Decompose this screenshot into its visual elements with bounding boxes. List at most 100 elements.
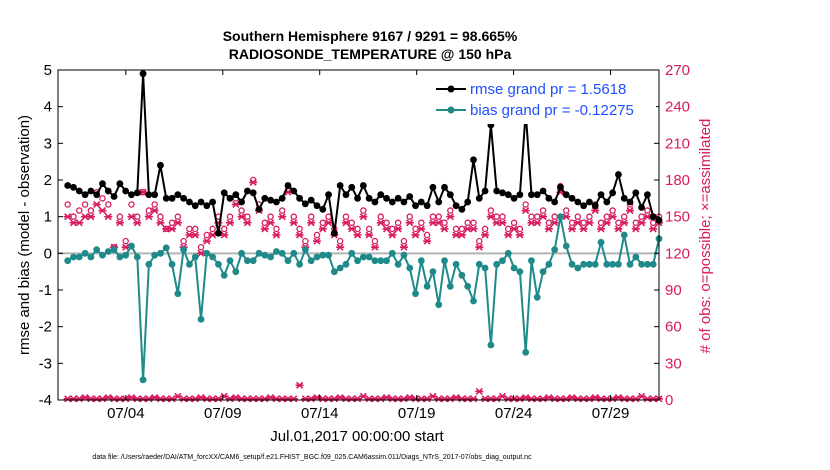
- bias-point: [249, 257, 257, 265]
- bias-point: [597, 238, 605, 246]
- obs-possible-point: [87, 207, 95, 214]
- y-right-tick-label: 210: [665, 135, 690, 152]
- obs-possible-point: [76, 207, 83, 214]
- obs-assimilated-point: [289, 219, 298, 227]
- obs-count-bottom-point: [475, 387, 484, 396]
- legend-bias-label: bias grand pr = -0.12275: [470, 102, 634, 119]
- obs-assimilated-point: [602, 219, 611, 227]
- bias-point: [296, 260, 303, 268]
- obs-possible-point: [406, 213, 413, 220]
- x-tick-label: 07/14: [301, 405, 339, 422]
- obs-assimilated-point: [446, 213, 455, 221]
- bias-point: [400, 251, 408, 259]
- obs-assimilated-point: [324, 219, 333, 227]
- bias-point: [522, 348, 530, 356]
- bias-point: [510, 264, 518, 272]
- rmse-point: [191, 202, 199, 210]
- bias-point: [609, 260, 617, 268]
- bias-point: [255, 249, 263, 257]
- bias-point: [157, 249, 164, 257]
- x-tick-label: 07/24: [495, 405, 533, 422]
- obs-possible-point: [562, 207, 570, 214]
- y-right-tick-label: 120: [665, 245, 690, 262]
- obs-possible-point: [586, 213, 593, 220]
- obs-possible-point: [342, 213, 350, 220]
- y-left-tick-label: -1: [39, 282, 52, 299]
- rmse-point: [429, 183, 437, 191]
- rmse-point: [186, 198, 193, 206]
- obs-assimilated-point: [411, 231, 420, 239]
- obs-possible-point: [435, 213, 442, 220]
- obs-assimilated-point: [104, 213, 113, 221]
- bias-point: [272, 248, 280, 255]
- legend-box: [430, 76, 656, 124]
- obs-assimilated-point: [539, 213, 548, 221]
- obs-assimilated-point: [481, 231, 490, 239]
- y-left-tick-label: 3: [44, 135, 52, 152]
- rmse-point: [342, 191, 350, 199]
- rmse-point: [278, 194, 286, 202]
- y-axis-left-label: rmse and bias (model - observation): [16, 115, 33, 355]
- obs-possible-point: [447, 207, 454, 214]
- obs-possible-point: [470, 219, 477, 227]
- bias-point: [458, 271, 466, 279]
- rmse-point: [336, 182, 344, 189]
- rmse-point: [586, 198, 593, 206]
- obs-assimilated-point: [115, 219, 124, 227]
- rmse-point: [400, 198, 408, 206]
- obs-possible-point: [371, 237, 379, 245]
- obs-assimilated-point: [382, 225, 391, 233]
- obs-assimilated-point: [649, 225, 658, 233]
- rmse-point: [609, 189, 617, 197]
- bias-point: [371, 257, 379, 265]
- bias-point: [128, 242, 135, 250]
- bias-point: [516, 268, 524, 276]
- rmse-point: [75, 187, 83, 195]
- obs-assimilated-point: [295, 231, 304, 239]
- obs-assimilated-point: [510, 225, 519, 233]
- bias-point: [197, 315, 205, 323]
- y-left-tick-label: 0: [44, 245, 52, 262]
- rmse-point: [406, 193, 414, 200]
- bias-point: [203, 249, 211, 257]
- obs-assimilated-point: [440, 225, 449, 233]
- y-axis-right-label: # of obs: o=possible; ×=assimilated: [697, 119, 714, 354]
- rmse-point: [290, 187, 298, 195]
- y-left-tick-label: 2: [44, 172, 52, 189]
- obs-possible-point: [64, 201, 71, 208]
- bias-point: [528, 257, 535, 265]
- obs-assimilated-point: [150, 206, 159, 215]
- obs-assimilated-point: [127, 213, 136, 221]
- rmse-point: [122, 187, 130, 195]
- rmse-point: [481, 187, 489, 195]
- bias-point: [539, 268, 547, 276]
- obs-assimilated-point: [237, 213, 246, 221]
- obs-possible-point: [99, 195, 106, 202]
- y-left-tick-label: 1: [44, 209, 52, 226]
- obs-assimilated-point: [475, 243, 484, 251]
- obs-possible-point: [122, 237, 129, 245]
- obs-count-bottom-point: [289, 395, 298, 403]
- bias-point: [388, 249, 396, 257]
- bias-point: [284, 257, 292, 265]
- bias-point: [475, 260, 483, 268]
- obs-assimilated-point: [568, 225, 577, 233]
- obs-possible-point: [360, 207, 367, 214]
- bias-point: [441, 257, 448, 265]
- rmse-point: [533, 191, 541, 199]
- rmse-point: [470, 156, 477, 164]
- bias-point: [174, 290, 182, 298]
- obs-possible-point: [174, 213, 182, 220]
- rmse-point: [568, 194, 576, 202]
- rmse-point: [516, 191, 524, 199]
- bias-point: [93, 246, 101, 254]
- obs-assimilated-point: [278, 213, 287, 221]
- bias-point: [354, 257, 361, 265]
- obs-possible-point: [499, 213, 506, 220]
- rmse-point: [510, 194, 518, 202]
- obs-possible-point: [273, 225, 280, 233]
- bias-point: [423, 282, 431, 290]
- legend-bias-marker: [447, 106, 455, 114]
- axes: -4 -3 -2 -1 0 1 2 3 4 5 0 30 60 90 120 150 180 210 240 270 0…: [39, 62, 690, 422]
- rmse-point: [157, 161, 164, 169]
